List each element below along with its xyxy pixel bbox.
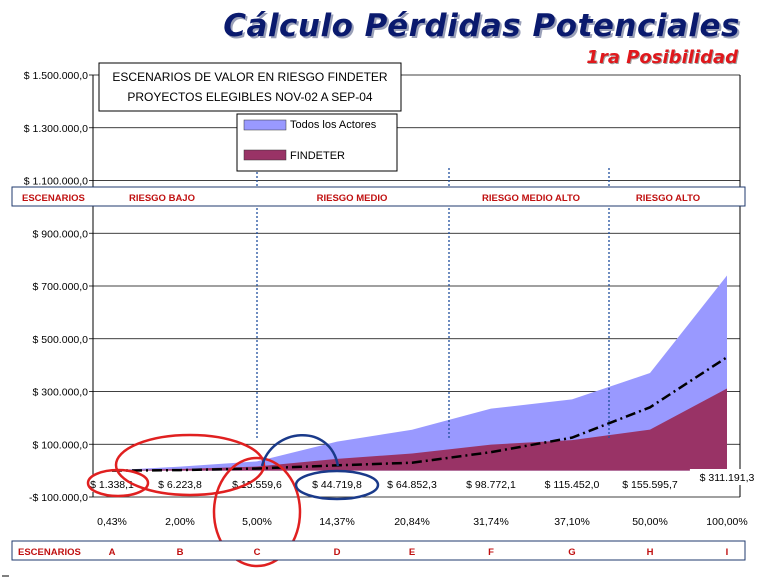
highlight-circle-b-arc [114, 433, 266, 497]
y-tick-label: $ 1.100.000,0 [24, 176, 88, 188]
x-category-label: B [177, 547, 184, 558]
y-tick-label: $ 900.000,0 [33, 228, 89, 240]
inset-title-box [98, 62, 402, 112]
x-category-label: C [254, 547, 261, 558]
y-tick-label: $ 100.000,0 [33, 439, 89, 451]
data-label: $ 98.772,1 [466, 479, 516, 491]
page-title: Cálculo Pérdidas Potenciales [223, 8, 740, 44]
y-tick-label: $ 500.000,0 [33, 334, 89, 346]
x-percent-label: 31,74% [473, 516, 509, 528]
x-percent-label: 50,00% [632, 516, 668, 528]
y-tick-label: $ 1.300.000,0 [24, 123, 88, 135]
x-category-label: H [647, 547, 654, 558]
x-category-label: E [409, 547, 415, 558]
data-label: $ 6.223,8 [158, 479, 202, 491]
data-label: $ 64.852,3 [387, 479, 437, 491]
y-tick-label: $ 300.000,0 [33, 387, 89, 399]
legend-swatch-todos [243, 119, 287, 131]
inset-title-line2: PROYECTOS ELEGIBLES NOV-02 A SEP-04 [127, 90, 373, 104]
x-percent-label: 2,00% [165, 516, 195, 528]
data-label-bg [534, 476, 610, 492]
risk-zone-alto: RIESGO ALTO [636, 193, 700, 204]
data-label-bg [612, 476, 688, 492]
bottom-band [11, 540, 746, 561]
data-label: $ 311.191,3 [700, 472, 755, 484]
highlight-arc-d [260, 434, 340, 467]
x-percent-label: 0,43% [97, 516, 127, 528]
x-category-label: F [488, 547, 494, 558]
data-label: $ 115.452,0 [545, 479, 600, 491]
highlight-circle-d [294, 469, 380, 501]
dash-dot-line [111, 356, 728, 472]
area-todos-los-actores [112, 275, 727, 471]
bottom-band-label: ESCENARIOS [18, 547, 81, 558]
x-percent-label: 37,10% [554, 516, 590, 528]
legend-box [236, 113, 398, 172]
legend-label-findeter: FINDETER [290, 150, 345, 162]
risk-zone-medio: RIESGO MEDIO [317, 193, 388, 204]
data-label-bg [149, 476, 211, 492]
risk-band [11, 186, 746, 207]
risk-zone-medio-alto: RIESGO MEDIO ALTO [482, 193, 580, 204]
data-label: $ 155.595,7 [622, 479, 678, 491]
area-findeter [112, 388, 727, 471]
x-percent-label: 20,84% [394, 516, 430, 528]
x-category-label: D [334, 547, 341, 558]
data-label: $ 1.338,1 [90, 479, 134, 491]
x-percent-label: 5,00% [242, 516, 272, 528]
data-label-bg [457, 476, 525, 492]
data-label-bg [689, 469, 765, 485]
y-tick-label: -$ 100.000,0 [29, 492, 88, 504]
risk-band-label: ESCENARIOS [22, 193, 85, 204]
data-label: $ 15.559,6 [232, 479, 282, 491]
x-category-label: I [726, 547, 729, 558]
legend-label-todos: Todos los Actores [290, 119, 377, 131]
y-tick-label: $ 1.500.000,0 [24, 70, 88, 82]
inset-title-line1: ESCENARIOS DE VALOR EN RIESGO FINDETER [112, 70, 387, 84]
data-label-bg [378, 476, 446, 492]
highlight-circle-c [212, 456, 302, 568]
data-label: $ 44.719,8 [312, 479, 362, 491]
x-percent-label: 100,00% [706, 516, 747, 528]
x-percent-label: 14,37% [319, 516, 355, 528]
x-category-label: A [109, 547, 116, 558]
page-subtitle: 1ra Posibilidad [586, 47, 738, 68]
risk-zone-bajo: RIESGO BAJO [129, 193, 195, 204]
data-label-bg [303, 476, 371, 492]
y-tick-label: $ 700.000,0 [33, 281, 89, 293]
legend-swatch-findeter [243, 149, 287, 161]
x-category-label: G [568, 547, 575, 558]
